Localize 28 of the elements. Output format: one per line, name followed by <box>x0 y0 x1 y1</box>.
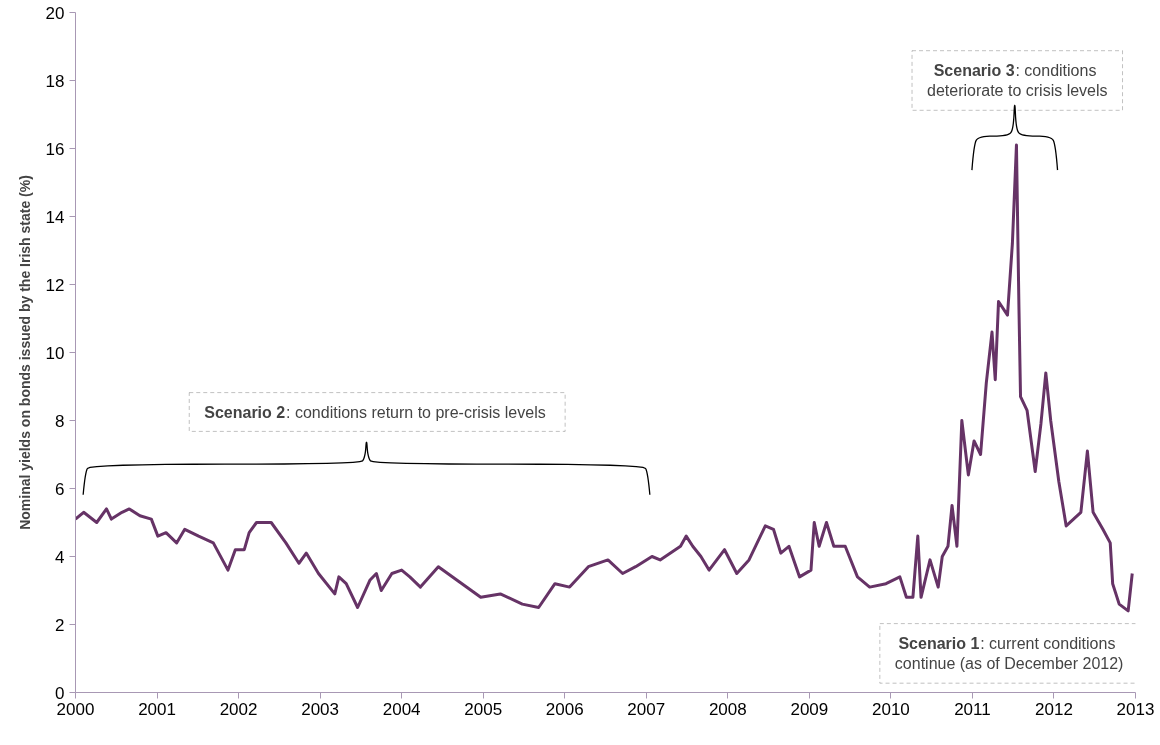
line-series <box>75 143 1134 613</box>
y-tick-label: 20 <box>45 3 65 23</box>
annotation: Scenario 3: conditions deteriorate to crisis levels <box>927 61 1108 100</box>
x-tick-label: 2003 <box>301 699 340 719</box>
x-tick-label: 2013 <box>1116 699 1155 719</box>
annotation: Scenario 2: conditions return to pre-crisis levels <box>204 403 546 421</box>
y-axis-title: Nominal yields on bonds issued by the Irish state (%) <box>16 175 33 530</box>
x-tick-label: 2007 <box>627 699 666 719</box>
x-tick-label: 2005 <box>464 699 503 719</box>
x-tick-label: 2010 <box>871 699 910 719</box>
x-tick-label: 2004 <box>382 699 421 719</box>
x-tick-label: 2009 <box>790 699 829 719</box>
annotation: Scenario 1: current conditions continue (as of December 2012) <box>894 634 1124 673</box>
y-tick-label: 8 <box>55 411 65 431</box>
x-tick-label: 2001 <box>138 699 176 719</box>
y-tick-label: 10 <box>45 343 65 363</box>
y-tick-label: 14 <box>45 207 65 227</box>
x-tick-label: 2011 <box>954 699 991 719</box>
y-tick-label: 4 <box>55 547 65 567</box>
y-tick-label: 18 <box>45 71 65 91</box>
y-tick-label: 2 <box>55 615 65 635</box>
x-tick-label: 2012 <box>1035 699 1073 719</box>
x-tick-label: 2008 <box>708 699 747 719</box>
y-tick-label: 16 <box>45 139 65 159</box>
x-tick-label: 2002 <box>219 699 258 719</box>
y-tick-label: 12 <box>45 275 65 295</box>
x-tick-label: 2006 <box>545 699 584 719</box>
y-tick-label: 6 <box>55 479 65 499</box>
